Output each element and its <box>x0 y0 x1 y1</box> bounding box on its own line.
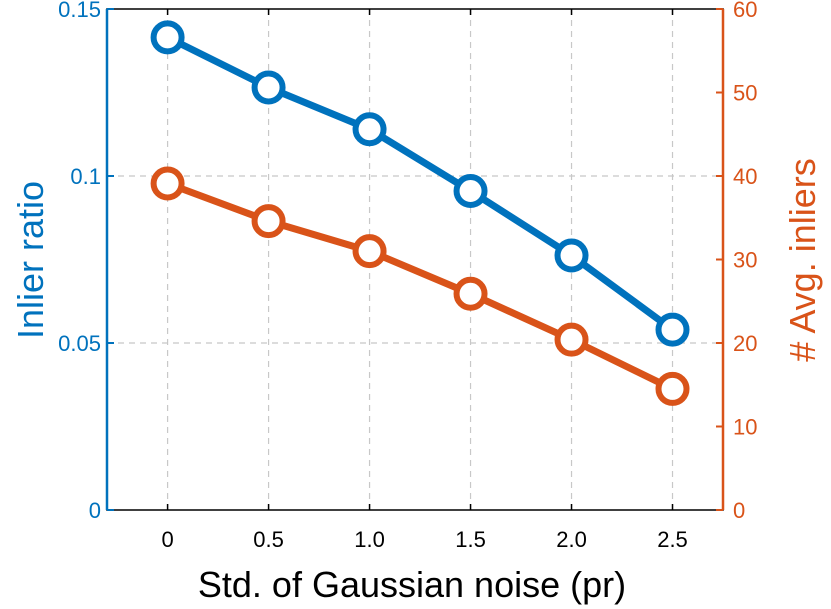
axis-ticks: 0 0.5 1.0 1.5 2.0 2.5 0 0.05 0.1 0.15 0 10 20 30 40 50 6… <box>58 0 757 552</box>
right-y-tick-label: 20 <box>733 331 757 356</box>
x-tick-label: 0 <box>161 527 173 552</box>
right-y-tick-label: 10 <box>733 415 757 440</box>
grid-lines <box>107 9 723 510</box>
right-y-axis-label: # Avg. inliers <box>782 158 823 361</box>
x-tick-label: 2.0 <box>556 527 587 552</box>
right-y-tick-label: 30 <box>733 248 757 273</box>
inlier-ratio-data-point <box>150 20 185 55</box>
right-y-tick-label: 60 <box>733 0 757 22</box>
x-tick-label: 1.5 <box>455 527 486 552</box>
right-y-tick-label: 0 <box>733 498 745 523</box>
avg-inliers-data-point <box>352 234 387 269</box>
series <box>150 20 690 406</box>
avg-inliers-series-line <box>166 180 675 393</box>
inlier-ratio-data-point <box>251 70 286 105</box>
avg-inliers-data-point <box>554 322 589 357</box>
left-y-tick-label: 0.05 <box>58 331 101 356</box>
left-y-tick-label: 0.1 <box>70 164 101 189</box>
left-y-tick-label: 0 <box>89 498 101 523</box>
avg-inliers-data-point <box>251 204 286 239</box>
x-tick-label: 2.5 <box>657 527 688 552</box>
x-axis-label: Std. of Gaussian noise (pr) <box>198 564 626 605</box>
inlier-ratio-data-point <box>453 174 488 209</box>
inlier-ratio-data-point <box>352 112 387 147</box>
inlier-ratio-data-point <box>655 312 690 347</box>
left-y-tick-label: 0.15 <box>58 0 101 22</box>
x-tick-label: 1.0 <box>354 527 385 552</box>
avg-inliers-data-point <box>150 166 185 201</box>
x-tick-label: 0.5 <box>253 527 284 552</box>
right-y-tick-label: 40 <box>733 164 757 189</box>
right-y-tick-label: 50 <box>733 81 757 106</box>
left-y-axis-label: Inlier ratio <box>10 181 51 339</box>
avg-inliers-data-point <box>453 276 488 311</box>
inlier-ratio-data-point <box>554 238 589 273</box>
inlier-ratio-series-line <box>166 34 675 333</box>
avg-inliers-data-point <box>655 371 690 406</box>
plot-frame <box>106 8 724 511</box>
axes <box>105 8 725 511</box>
